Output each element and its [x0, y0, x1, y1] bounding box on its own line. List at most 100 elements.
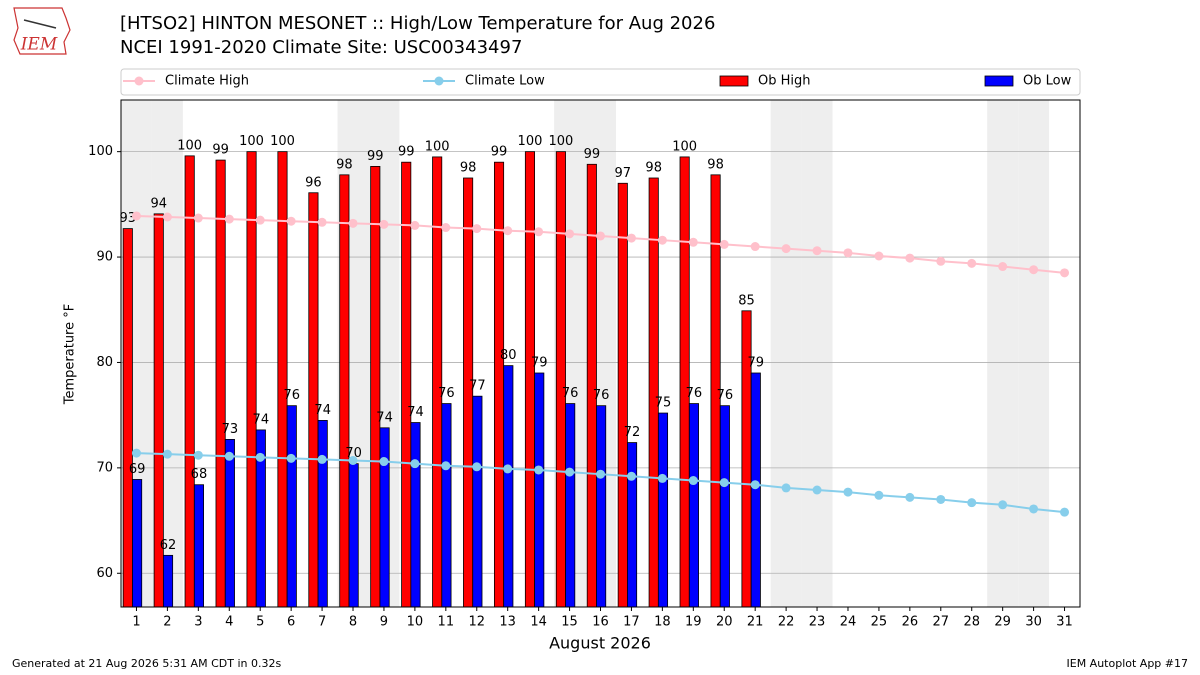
- line-marker: [843, 487, 853, 497]
- bar: [472, 395, 483, 608]
- x-tick-label: 5: [256, 615, 264, 630]
- bar: [503, 365, 514, 608]
- line-marker: [596, 231, 605, 241]
- data-label: 76: [562, 386, 579, 401]
- bar: [596, 405, 607, 608]
- line-marker: [255, 452, 265, 462]
- x-tick-label: 4: [225, 615, 233, 630]
- data-label: 100: [518, 134, 543, 149]
- line-marker: [905, 492, 915, 502]
- x-tick-label: 24: [840, 615, 857, 630]
- line-marker: [874, 251, 884, 261]
- bar: [370, 166, 381, 608]
- line-marker: [936, 256, 946, 266]
- data-label: 76: [283, 388, 300, 403]
- bar: [339, 174, 350, 608]
- bar: [379, 427, 390, 608]
- x-tick-label: 14: [530, 615, 547, 630]
- data-label: 62: [160, 538, 177, 553]
- data-label: 73: [222, 422, 239, 437]
- line-marker: [719, 239, 729, 249]
- data-label: 80: [500, 348, 517, 363]
- line-marker: [998, 262, 1008, 272]
- x-tick-label: 21: [747, 615, 764, 630]
- data-label: 72: [624, 425, 641, 440]
- data-label: 100: [270, 134, 295, 149]
- data-label: 100: [548, 134, 573, 149]
- data-label: 93: [120, 211, 137, 226]
- bar: [308, 192, 319, 608]
- bar: [524, 151, 536, 608]
- x-tick-label: 1: [132, 615, 140, 630]
- data-label: 99: [584, 147, 601, 162]
- line-marker: [565, 229, 575, 239]
- data-label: 98: [460, 161, 477, 176]
- data-label: 74: [376, 410, 393, 425]
- data-label: 100: [239, 134, 264, 149]
- legend-marker: [134, 76, 144, 86]
- bar: [627, 442, 638, 608]
- legend-label: Climate Low: [465, 74, 545, 89]
- data-label: 99: [398, 145, 415, 160]
- bar: [401, 161, 412, 608]
- data-label: 99: [367, 149, 384, 164]
- x-tick-label: 2: [163, 615, 171, 630]
- y-tick-label: 60: [96, 566, 113, 581]
- line-marker: [472, 462, 482, 472]
- bar: [719, 405, 730, 608]
- line-marker: [379, 457, 389, 467]
- data-label: 74: [253, 412, 270, 427]
- logo-icon: [23, 19, 57, 29]
- line-marker: [750, 242, 760, 252]
- line-marker: [379, 219, 389, 229]
- data-label: 76: [717, 388, 734, 403]
- data-label: 79: [531, 356, 548, 371]
- bar: [348, 463, 359, 608]
- x-tick-label: 31: [1056, 615, 1073, 630]
- data-label: 76: [686, 386, 703, 401]
- line-marker: [503, 464, 513, 474]
- line-marker: [688, 476, 698, 486]
- bar: [565, 403, 576, 608]
- x-tick-label: 26: [902, 615, 919, 630]
- line-marker: [719, 478, 729, 488]
- legend-label: Ob High: [758, 74, 811, 89]
- x-tick-label: 18: [654, 615, 671, 630]
- line-marker: [472, 224, 482, 234]
- bar: [286, 405, 297, 608]
- bar: [657, 412, 669, 608]
- line-marker: [657, 473, 667, 483]
- line-marker: [781, 244, 791, 254]
- line-marker: [162, 449, 172, 459]
- data-label: 74: [407, 405, 424, 420]
- data-label: 74: [314, 403, 331, 418]
- legend-label: Ob Low: [1023, 74, 1072, 89]
- line-marker: [812, 246, 822, 256]
- bar: [432, 156, 443, 608]
- line-marker: [348, 455, 358, 465]
- x-tick-label: 6: [287, 615, 295, 630]
- bar: [617, 182, 628, 608]
- y-tick-label: 80: [96, 355, 113, 370]
- x-tick-label: 20: [716, 615, 733, 630]
- line-marker: [224, 214, 234, 224]
- data-label: 97: [615, 166, 632, 181]
- data-label: 100: [425, 139, 450, 154]
- logo-outline: [13, 7, 71, 55]
- bar: [555, 151, 566, 608]
- data-label: 98: [707, 157, 724, 172]
- x-tick-label: 23: [809, 615, 826, 630]
- bar: [132, 479, 143, 608]
- bar: [224, 439, 235, 608]
- bar: [750, 372, 761, 608]
- line-marker: [193, 213, 203, 223]
- legend-swatch: [719, 75, 749, 87]
- line-marker: [967, 498, 977, 508]
- data-label: 98: [645, 161, 662, 176]
- line-marker: [936, 494, 946, 504]
- line-marker: [626, 233, 636, 243]
- x-tick-label: 29: [994, 615, 1011, 630]
- line-marker: [626, 471, 636, 481]
- x-tick-label: 22: [778, 615, 795, 630]
